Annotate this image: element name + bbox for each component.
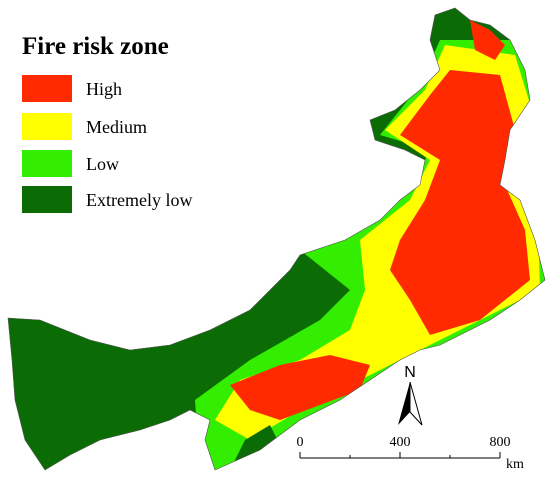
arrow-right bbox=[409, 381, 423, 426]
legend: Fire risk zone High Medium Low Extremely lo… bbox=[22, 33, 192, 213]
arrow-left bbox=[398, 382, 410, 425]
legend-label: Low bbox=[86, 154, 119, 174]
legend-title: Fire risk zone bbox=[22, 33, 169, 60]
legend-label: Extremely low bbox=[86, 190, 192, 210]
scale-bar: 0 400 800 km bbox=[297, 435, 525, 472]
legend-swatch bbox=[22, 75, 72, 102]
scale-label: 400 bbox=[390, 435, 411, 450]
scale-label: 0 bbox=[297, 435, 304, 450]
legend-swatch bbox=[22, 186, 72, 213]
zone-high bbox=[390, 70, 530, 335]
zone-high bbox=[470, 20, 505, 60]
legend-swatch bbox=[22, 150, 72, 177]
scale-label: 800 bbox=[490, 435, 511, 450]
north-arrow: N bbox=[398, 364, 423, 426]
zone-high bbox=[230, 355, 370, 420]
legend-label: Medium bbox=[86, 117, 147, 137]
north-label: N bbox=[404, 364, 416, 381]
legend-swatch bbox=[22, 113, 72, 140]
legend-label: High bbox=[86, 79, 122, 99]
scale-unit: km bbox=[506, 457, 524, 472]
